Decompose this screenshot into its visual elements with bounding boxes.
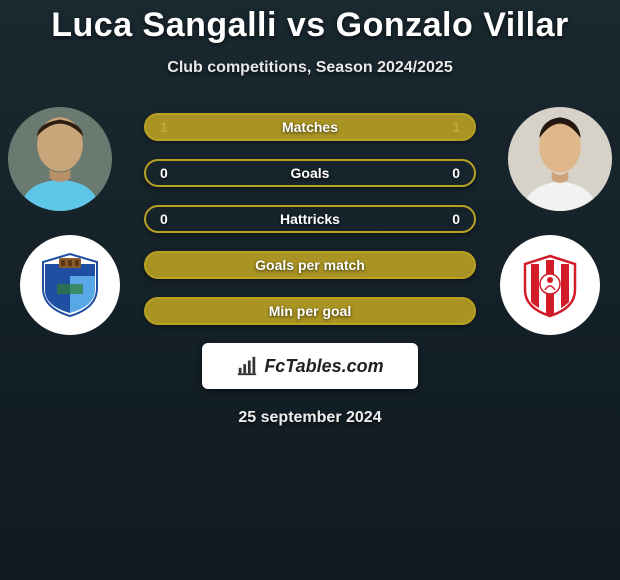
stat-row: 0 Goals 0 — [144, 159, 476, 187]
stat-label: Hattricks — [280, 211, 340, 227]
club-crest-icon — [35, 250, 105, 320]
stat-label: Matches — [282, 119, 338, 135]
brand-text: FcTables.com — [264, 356, 383, 377]
player-right-avatar — [508, 107, 612, 211]
comparison-panel: 1 Matches 1 0 Goals 0 0 Hattricks 0 Goal… — [0, 107, 620, 427]
brand-badge: FcTables.com — [202, 343, 418, 389]
player-silhouette-icon — [8, 107, 112, 211]
stat-value-right: 0 — [452, 165, 460, 181]
club-right-badge — [500, 235, 600, 335]
stat-rows: 1 Matches 1 0 Goals 0 0 Hattricks 0 Goal… — [144, 107, 476, 325]
date-label: 25 september 2024 — [0, 409, 620, 427]
chart-icon — [236, 355, 258, 377]
player-silhouette-icon — [508, 107, 612, 211]
player-left-avatar — [8, 107, 112, 211]
stat-label: Min per goal — [269, 303, 351, 319]
stat-row: 0 Hattricks 0 — [144, 205, 476, 233]
stat-label: Goals — [291, 165, 330, 181]
stat-row: 1 Matches 1 — [144, 113, 476, 141]
stat-value-left: 0 — [160, 165, 168, 181]
club-left-badge — [20, 235, 120, 335]
subtitle: Club competitions, Season 2024/2025 — [0, 59, 620, 77]
stat-value-right: 0 — [452, 211, 460, 227]
stat-row: Min per goal — [144, 297, 476, 325]
page-title: Luca Sangalli vs Gonzalo Villar — [0, 0, 620, 45]
club-crest-icon — [515, 250, 585, 320]
stat-row: Goals per match — [144, 251, 476, 279]
stat-value-left: 0 — [160, 211, 168, 227]
stat-label: Goals per match — [255, 257, 365, 273]
